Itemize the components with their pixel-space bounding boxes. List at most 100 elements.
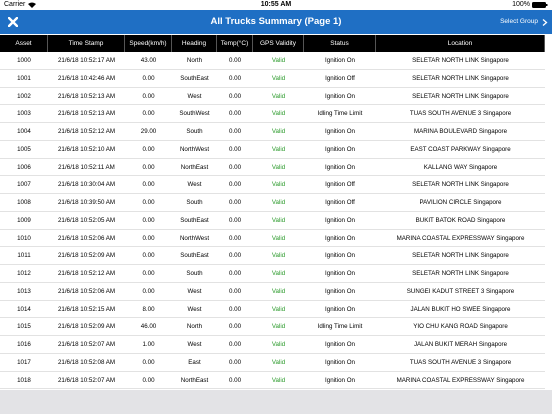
table-row[interactable]: 1001 21/6/18 10:42:46 AM 0.00 SouthEast 0.00…	[0, 70, 545, 88]
table-row[interactable]: 1006 21/6/18 10:52:11 AM 0.00 NorthEast 0.00…	[0, 159, 545, 177]
table-cell: 1004	[17, 128, 31, 135]
table-cell: Valid	[271, 323, 286, 331]
table-cell: North	[186, 323, 203, 331]
table-cell: 1.00	[142, 341, 155, 348]
table-cell: 0.00	[142, 234, 155, 242]
table-row[interactable]: 1000 21/6/18 10:52:17 AM 43.00 North 0.00 Val…	[0, 52, 545, 70]
table-cell: 1002	[17, 92, 31, 100]
table-cell: SELETAR NORTH LINK Singapore	[412, 92, 509, 100]
table-cell: 0.00	[228, 199, 242, 206]
table-row[interactable]: 1013 21/6/18 10:52:06 AM 0.00 West 0.00 Valid…	[0, 283, 545, 301]
table-cell: 0.00	[228, 234, 242, 242]
nav-bar: All Trucks Summary (Page 1) Select Group	[0, 10, 552, 34]
table-cell: Valid	[271, 181, 286, 189]
table-cell: 21/6/18 10:52:15 AM	[57, 305, 116, 313]
close-button[interactable]	[8, 17, 18, 27]
chevron-icon[interactable]	[542, 19, 548, 26]
table-cell: 0.00	[228, 110, 242, 118]
table-cell: Valid	[271, 305, 286, 313]
table-cell: SELETAR NORTH LINK Singapore	[412, 181, 509, 189]
table-row[interactable]: 1008 21/6/18 10:39:50 AM 0.00 South 0.00 Vali…	[0, 194, 545, 212]
table-cell: Valid	[271, 376, 286, 384]
table-cell: West	[187, 92, 202, 100]
table-cell: 21/6/18 10:42:46 AM	[57, 74, 116, 82]
table-row[interactable]: 1002 21/6/18 10:52:13 AM 0.00 West 0.00 Valid…	[0, 88, 545, 106]
table-cell: 0.00	[228, 287, 242, 295]
table-cell: YIO CHU KANG ROAD Singapore	[413, 323, 508, 331]
table-row[interactable]: 1011 21/6/18 10:52:09 AM 0.00 SouthEast 0.00…	[0, 247, 545, 265]
table-cell: Ignition On	[325, 358, 355, 366]
table-cell: Ignition On	[325, 252, 355, 260]
table-cell: Valid	[271, 110, 286, 118]
table-cell: Valid	[271, 252, 286, 260]
table-cell: 21/6/18 10:52:09 AM	[57, 252, 116, 260]
table-cell: Valid	[271, 270, 286, 277]
table-cell: East	[188, 358, 201, 366]
table-cell: 21/6/18 10:52:06 AM	[57, 287, 116, 295]
table-cell: 0.00	[228, 376, 242, 384]
select-group-button[interactable]: Select Group	[500, 18, 538, 25]
table-row[interactable]: 1012 21/6/18 10:52:12 AM 0.00 South 0.00 Vali…	[0, 265, 545, 283]
table-cell: 21/6/18 10:52:07 AM	[57, 341, 116, 348]
table-cell: 1007	[17, 181, 31, 189]
table-cell: 1001	[17, 74, 31, 82]
table-cell: NorthEast	[180, 376, 209, 384]
table-cell: 1014	[17, 305, 31, 313]
table-cell: 1015	[17, 323, 31, 331]
table-cell: Ignition On	[325, 145, 355, 153]
table-row[interactable]: 1018 21/6/18 10:52:07 AM 0.00 NorthEast 0.00…	[0, 372, 545, 390]
table-cell: Valid	[271, 234, 286, 242]
table-cell: 0.00	[142, 181, 155, 189]
table-cell: 1009	[17, 216, 31, 224]
table-cell: Idling Time Limit	[317, 323, 363, 331]
table-cell: 0.00	[142, 376, 155, 384]
table-row[interactable]: 1003 21/6/18 10:52:13 AM 0.00 SouthWest 0.00…	[0, 105, 545, 123]
table-cell: MARINA COASTAL EXPRESSWAY Singapore	[396, 376, 525, 384]
table-cell: North	[186, 57, 203, 64]
column-header: Location	[376, 35, 545, 52]
table-cell: SUNGEI KADUT STREET 3 Singapore	[406, 287, 515, 295]
table-row[interactable]: 1016 21/6/18 10:52:07 AM 1.00 West 0.00 Valid…	[0, 336, 545, 354]
table-cell: SouthEast	[180, 252, 209, 260]
table-body: 1000 21/6/18 10:52:17 AM 43.00 North 0.00 Val…	[0, 52, 545, 390]
column-header: GPS Validity	[253, 35, 304, 52]
table-row[interactable]: 1004 21/6/18 10:52:12 AM 29.00 South 0.00 Val…	[0, 123, 545, 141]
table-cell: 0.00	[228, 341, 242, 348]
table-cell: Ignition On	[325, 287, 355, 295]
nav-title: All Trucks Summary (Page 1)	[210, 16, 342, 27]
table-cell: Valid	[271, 199, 286, 206]
table-row[interactable]: 1017 21/6/18 10:52:08 AM 0.00 East 0.00 Valid…	[0, 354, 545, 372]
table-cell: Ignition On	[325, 128, 355, 135]
table-cell: Ignition On	[325, 234, 355, 242]
table-cell: 21/6/18 10:30:04 AM	[57, 181, 116, 189]
table-cell: 0.00	[142, 252, 155, 260]
column-header: Temp(°C)	[217, 35, 253, 52]
table-cell: 1017	[17, 358, 31, 366]
table-cell: South	[186, 270, 203, 277]
table-row[interactable]: 1007 21/6/18 10:30:04 AM 0.00 West 0.00 Valid…	[0, 176, 545, 194]
table-cell: 1018	[17, 376, 31, 384]
table-row[interactable]: 1014 21/6/18 10:52:15 AM 8.00 West 0.00 Valid…	[0, 301, 545, 319]
table-cell: EAST COAST PARKWAY Singapore	[410, 145, 511, 153]
table-row[interactable]: 1015 21/6/18 10:52:09 AM 46.00 North 0.00 Val…	[0, 318, 545, 336]
table-cell: Valid	[271, 163, 286, 171]
table-cell: 1006	[17, 163, 31, 171]
table-cell: 1003	[17, 110, 31, 118]
clock: 10:55 AM	[260, 1, 292, 8]
table-cell: NorthEast	[180, 163, 209, 171]
table-cell: Valid	[271, 287, 286, 295]
table-cell: 0.00	[228, 216, 242, 224]
column-header: Asset	[0, 35, 48, 52]
column-header: Status	[304, 35, 376, 52]
table-row[interactable]: 1010 21/6/18 10:52:06 AM 0.00 NorthWest 0.00…	[0, 230, 545, 248]
battery-level: 100%	[512, 1, 530, 8]
table-cell: Ignition On	[325, 216, 355, 224]
table-cell: 21/6/18 10:52:11 AM	[58, 163, 115, 171]
table-cell: 8.00	[142, 305, 155, 313]
table-cell: SouthWest	[179, 110, 210, 118]
table-row[interactable]: 1009 21/6/18 10:52:05 AM 0.00 SouthEast 0.00…	[0, 212, 545, 230]
table-cell: 0.00	[142, 110, 155, 118]
table-cell: 1016	[17, 341, 31, 348]
table-row[interactable]: 1005 21/6/18 10:52:10 AM 0.00 NorthWest 0.00…	[0, 141, 545, 159]
